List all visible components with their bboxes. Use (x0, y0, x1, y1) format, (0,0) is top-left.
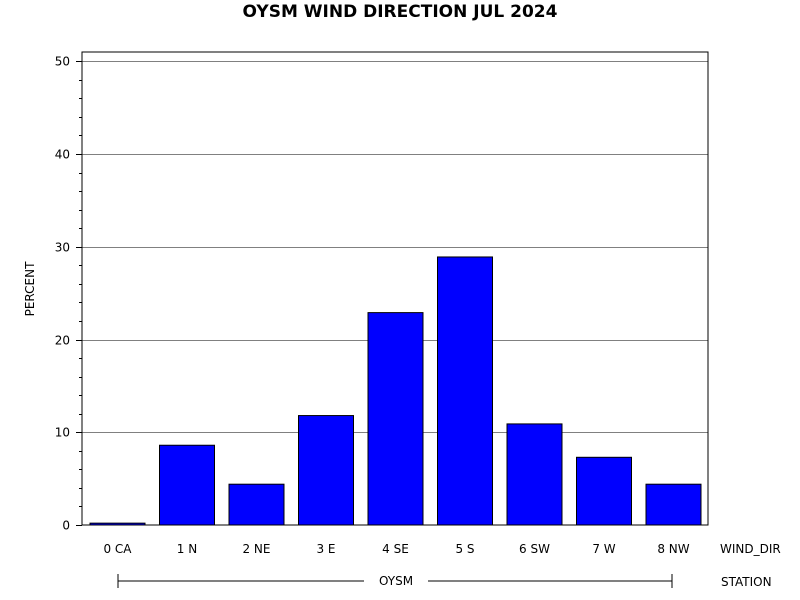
y-tick-label: 20 (55, 334, 70, 348)
x-tick-label: 1 N (177, 542, 197, 556)
x-tick-label: 7 W (592, 542, 615, 556)
bar (506, 423, 563, 526)
chart-title: OYSM WIND DIRECTION JUL 2024 (243, 2, 558, 22)
plot-area-frame (81, 51, 709, 526)
bar (159, 444, 215, 526)
station-axis-label: STATION (721, 575, 772, 589)
y-axis: 0 10 20 30 40 50 (55, 55, 82, 533)
x-axis: 0 CA 1 N 2 NE 3 E 4 SE 5 S 6 SW 7 W 8 NW (103, 542, 689, 556)
bar (576, 456, 632, 526)
x-tick-label: 4 SE (382, 542, 409, 556)
x-tick-label: 8 NW (657, 542, 689, 556)
x-tick-label: 5 S (455, 542, 474, 556)
bar (228, 483, 285, 526)
bar (437, 256, 493, 526)
y-tick-label: 40 (55, 148, 70, 162)
station-bracket: OYSM (117, 574, 673, 588)
y-tick-label: 50 (55, 55, 70, 69)
gridlines (82, 61, 708, 433)
x-tick-label: 0 CA (103, 542, 132, 556)
x-tick-label: 3 E (316, 542, 335, 556)
y-axis-label: PERCENT (23, 261, 37, 316)
y-tick-label: 10 (55, 426, 70, 440)
bar (645, 483, 702, 526)
y-tick-label: 30 (55, 241, 70, 255)
bar (367, 312, 424, 526)
bar (298, 415, 354, 526)
x-axis-label: WIND_DIR (720, 542, 781, 556)
x-tick-label: 2 NE (242, 542, 270, 556)
y-tick-label: 0 (62, 519, 70, 533)
bars (89, 256, 702, 526)
station-name: OYSM (379, 574, 413, 588)
x-tick-label: 6 SW (519, 542, 550, 556)
